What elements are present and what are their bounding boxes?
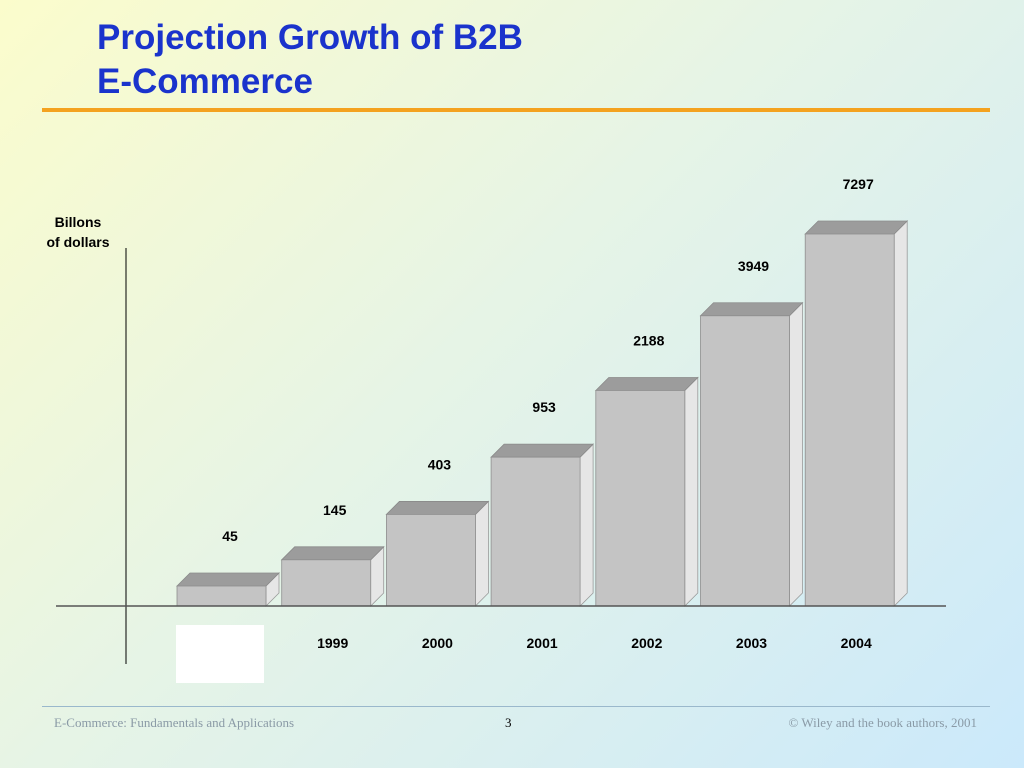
bar-top — [699, 302, 804, 317]
footer-divider — [42, 706, 990, 707]
bar-front — [385, 514, 476, 607]
bar-front — [804, 233, 895, 607]
bar-front — [176, 585, 267, 607]
bar-top — [385, 501, 490, 515]
bar-top — [176, 572, 280, 587]
footer-page-number: 3 — [505, 715, 512, 730]
category-label-2004: 2004 — [841, 635, 872, 651]
bar-chart: 4519981451999403200095320012188200239492… — [46, 176, 946, 683]
value-label-1998: 45 — [222, 528, 238, 544]
highlight-box — [176, 625, 264, 683]
chart-bars-group: 4519981451999403200095320012188200239492… — [176, 176, 909, 651]
bar-side — [789, 301, 803, 607]
value-label-2001: 953 — [532, 399, 556, 415]
bar-side — [474, 500, 489, 607]
footer-course-title: E-Commerce: Fundamentals and Application… — [54, 715, 295, 730]
y-axis-label-line1: Billons — [55, 214, 102, 230]
bar-front — [595, 390, 686, 607]
category-label-1999: 1999 — [317, 635, 348, 651]
bar-top — [594, 377, 699, 391]
bar-top — [804, 220, 909, 235]
bar-front — [490, 456, 581, 607]
bar-top — [280, 546, 385, 561]
bar-2004 — [804, 220, 909, 607]
bar-top — [490, 443, 595, 458]
y-axis-label-line2: of dollars — [46, 234, 109, 250]
value-label-2000: 403 — [428, 456, 452, 472]
bar-side — [893, 220, 908, 607]
value-label-2004: 7297 — [843, 176, 874, 192]
bar-2002 — [594, 376, 699, 607]
bar-front — [700, 315, 790, 607]
slide-title-line2: E-Commerce — [97, 62, 313, 101]
footer-copyright: © Wiley and the book authors, 2001 — [788, 715, 977, 730]
value-label-1999: 145 — [323, 502, 347, 518]
category-label-2003: 2003 — [736, 635, 767, 651]
bar-2000 — [385, 500, 490, 607]
bar-front — [281, 559, 372, 607]
value-label-2002: 2188 — [633, 332, 664, 348]
bar-1998 — [176, 572, 280, 607]
slide-title-line1: Projection Growth of B2B — [97, 18, 523, 57]
title-divider — [42, 108, 990, 112]
bar-side — [579, 443, 594, 607]
value-label-2003: 3949 — [738, 258, 769, 274]
bar-side — [684, 376, 699, 607]
slide-title: Projection Growth of B2B E-Commerce — [97, 16, 523, 104]
category-label-2000: 2000 — [422, 635, 453, 651]
category-label-2001: 2001 — [527, 635, 558, 651]
bar-2003 — [699, 301, 804, 607]
bar-1999 — [280, 545, 385, 607]
bar-2001 — [490, 443, 595, 607]
category-label-2002: 2002 — [631, 635, 662, 651]
